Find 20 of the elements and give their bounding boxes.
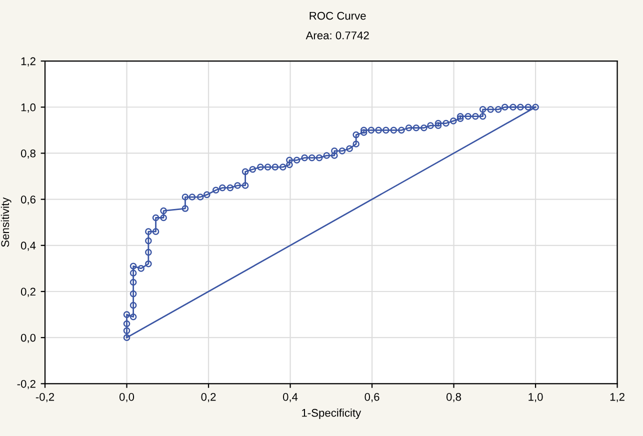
x-tick-label: 1,0 <box>528 393 543 402</box>
y-tick-label: 0,2 <box>20 288 36 297</box>
x-tick-label: 0,6 <box>364 393 380 402</box>
x-tick-label: 0,2 <box>201 393 216 402</box>
y-tick-label: 1,2 <box>21 57 36 66</box>
x-tick-label: 1,2 <box>610 393 624 402</box>
y-tick-label: 1,0 <box>21 103 36 113</box>
chart-title: ROC Curve <box>310 12 366 20</box>
y-tick-label: 0,6 <box>20 196 36 205</box>
y-tick-label: 0,0 <box>20 334 36 344</box>
y-tick-label: 0,8 <box>20 149 36 159</box>
y-tick-label: 0,4 <box>20 242 36 251</box>
y-axis-title: Sensitivity <box>0 197 12 247</box>
x-tick-label: 0,4 <box>282 393 298 402</box>
x-tick-label: 0,0 <box>119 393 134 402</box>
x-axis-title: 1-Specificity <box>302 408 362 419</box>
y-tick-label: -0,2 <box>17 380 36 390</box>
chart-subtitle: Area: 0.7742 <box>306 31 369 40</box>
x-tick-label: 0,8 <box>446 393 462 402</box>
x-tick-label: -0,2 <box>36 393 54 402</box>
